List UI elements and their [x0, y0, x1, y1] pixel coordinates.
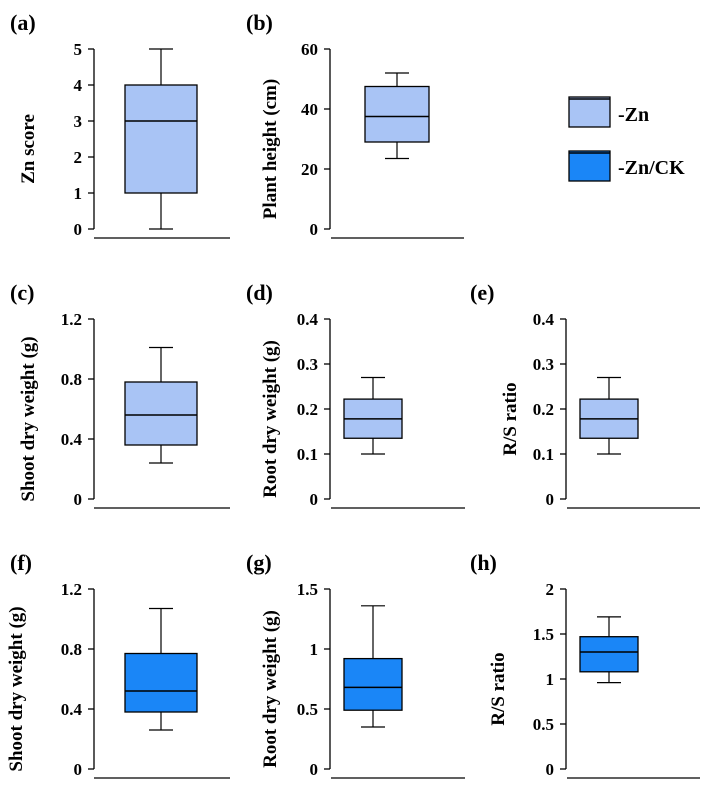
panel-a-tick-label-3: 3 [74, 112, 83, 131]
panel-h: (h) 0 0.5 1 1.5 2 R/S ratio [470, 550, 700, 779]
panel-f: (f) 0 0.4 0.8 1.2 Shoot dry weight (g) [6, 550, 230, 779]
legend-swatch-zn-ck [568, 150, 611, 182]
panel-e-tick-label-2: 0.2 [533, 400, 554, 419]
panel-f-label: (f) [10, 550, 32, 575]
panel-c-tick-label-2: 0.8 [61, 370, 82, 389]
legend-label-zn-ck: -Zn/CK [618, 157, 685, 179]
panel-b-tick-label-1: 20 [301, 160, 318, 179]
panel-b-tick-label-2: 40 [301, 100, 318, 119]
panel-f-tick-label-0: 0 [74, 760, 83, 779]
panel-a-tick-label-1: 1 [74, 184, 83, 203]
panel-g-tick-label-1: 0.5 [297, 700, 318, 719]
panel-a-iqr-box [124, 84, 198, 194]
panel-h-iqr-box [579, 636, 639, 673]
panel-c: (c) 0 0.4 0.8 1.2 Shoot dry weight (g) [10, 280, 230, 509]
panel-d: (d) 0 0.1 0.2 0.3 0.4 Root dry weight (g) [246, 280, 465, 509]
panel-c-y-axis-title: Shoot dry weight (g) [18, 336, 39, 501]
panel-h-tick-label-1: 0.5 [533, 715, 554, 734]
panel-b: (b) 0 20 40 60 Plant height (cm) [246, 10, 464, 239]
panel-a-y-axis-title: Zn score [18, 114, 39, 184]
legend: -Zn -Zn/CK [568, 96, 685, 182]
panel-d-y-axis-title: Root dry weight (g) [260, 340, 281, 498]
panel-d-label: (d) [246, 280, 273, 305]
panel-h-tick-label-4: 2 [546, 580, 555, 599]
panel-a-tick-label-5: 5 [74, 40, 83, 59]
panel-e-tick-label-1: 0.1 [533, 445, 554, 464]
panel-e-tick-label-0: 0 [546, 490, 555, 509]
panel-b-tick-label-0: 0 [310, 220, 319, 239]
panel-f-iqr-box [124, 652, 198, 713]
legend-label-zn: -Zn [618, 104, 649, 126]
panel-a-tick-label-4: 4 [74, 76, 83, 95]
panel-b-label: (b) [246, 10, 273, 35]
legend-item-zn: -Zn [568, 96, 649, 128]
panel-g-label: (g) [246, 550, 272, 575]
panel-e-label: (e) [470, 280, 494, 305]
panel-a-tick-label-0: 0 [74, 220, 83, 239]
panel-c-iqr-box [124, 381, 198, 446]
panel-h-tick-label-3: 1.5 [533, 625, 554, 644]
panel-a: (a) 0 1 2 3 4 5 Zn score [10, 10, 230, 239]
panel-h-y-axis-title: R/S ratio [488, 652, 509, 725]
panel-c-tick-label-1: 0.4 [61, 430, 83, 449]
panel-d-tick-label-0: 0 [310, 490, 319, 509]
panel-e: (e) 0 0.1 0.2 0.3 0.4 R/S ratio [470, 280, 700, 509]
panel-d-tick-label-3: 0.3 [297, 355, 318, 374]
panel-b-tick-label-3: 60 [301, 40, 318, 59]
panel-g-tick-label-0: 0 [310, 760, 319, 779]
panel-g-tick-label-2: 1 [310, 640, 319, 659]
panel-d-tick-label-1: 0.1 [297, 445, 318, 464]
panel-d-tick-label-2: 0.2 [297, 400, 318, 419]
panel-e-tick-label-4: 0.4 [533, 310, 555, 329]
panel-h-tick-label-0: 0 [546, 760, 555, 779]
panel-g-iqr-box [343, 657, 403, 711]
panel-b-y-axis-title: Plant height (cm) [260, 79, 281, 219]
panel-c-tick-label-3: 1.2 [61, 310, 82, 329]
panel-g-y-axis-title: Root dry weight (g) [260, 610, 281, 768]
panel-f-y-axis-title: Shoot dry weight (g) [6, 606, 27, 771]
panel-f-tick-label-1: 0.4 [61, 700, 83, 719]
panel-d-tick-label-4: 0.4 [297, 310, 319, 329]
panel-f-tick-label-3: 1.2 [61, 580, 82, 599]
panel-c-label: (c) [10, 280, 34, 305]
legend-swatch-zn [568, 96, 611, 128]
panel-g-tick-label-3: 1.5 [297, 580, 318, 599]
panel-b-iqr-box [364, 85, 430, 143]
panel-c-tick-label-0: 0 [74, 490, 83, 509]
panel-e-y-axis-title: R/S ratio [500, 382, 521, 455]
panel-f-tick-label-2: 0.8 [61, 640, 82, 659]
panel-h-label: (h) [470, 550, 497, 575]
panel-e-tick-label-3: 0.3 [533, 355, 554, 374]
panel-a-label: (a) [10, 10, 36, 35]
legend-item-zn-ck: -Zn/CK [568, 150, 685, 182]
panel-g: (g) 0 0.5 1 1.5 Root dry weight (g) [246, 550, 465, 779]
panel-a-tick-label-2: 2 [74, 148, 83, 167]
panel-h-tick-label-2: 1 [546, 670, 555, 689]
